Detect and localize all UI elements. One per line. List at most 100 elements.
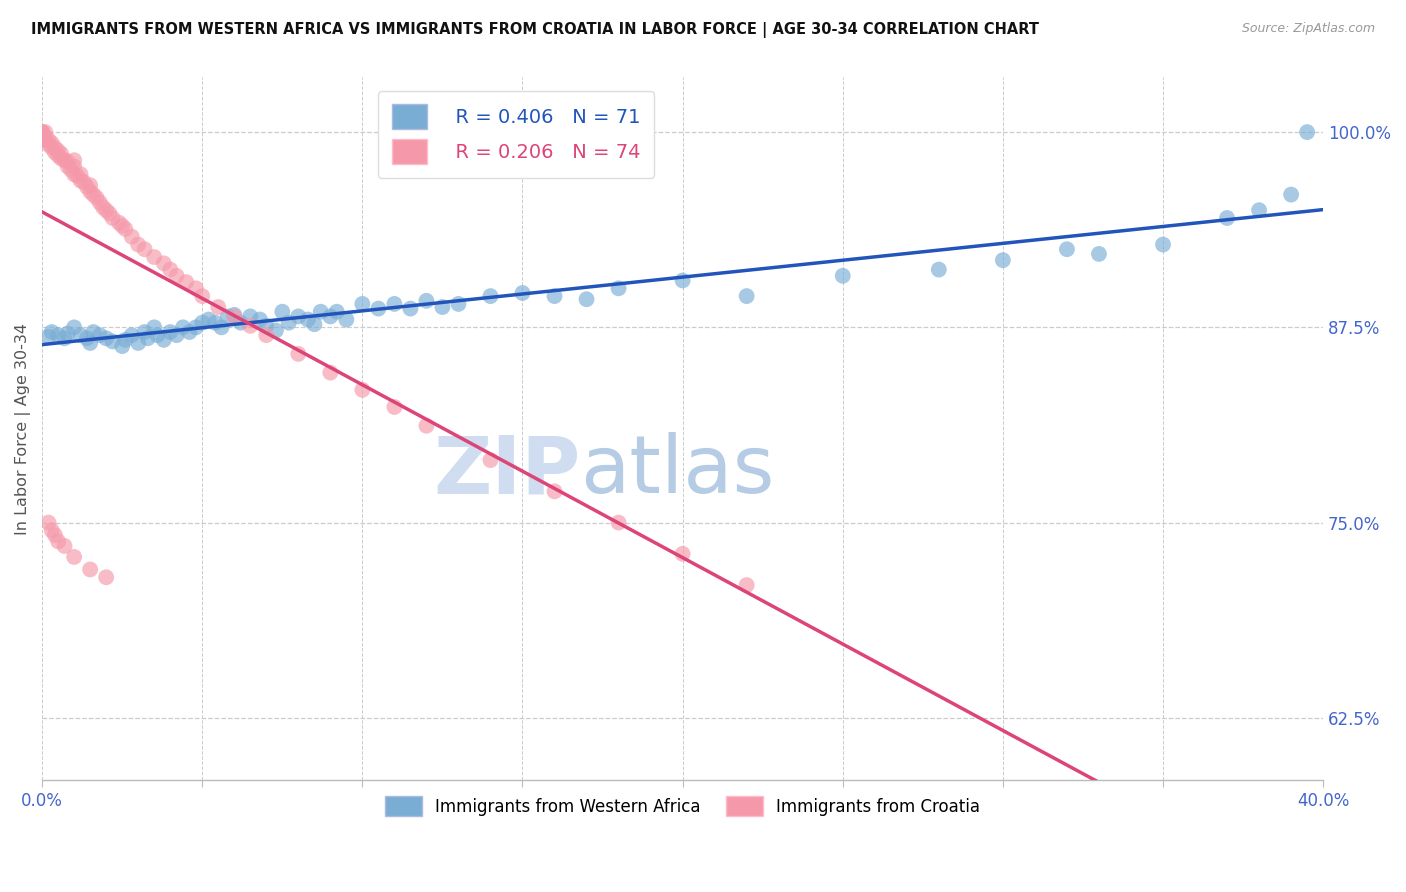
Point bbox=[153, 333, 176, 347]
Point bbox=[82, 325, 104, 339]
Point bbox=[197, 312, 219, 326]
Point bbox=[367, 301, 389, 316]
Point bbox=[53, 539, 76, 553]
Point bbox=[153, 256, 176, 270]
Point bbox=[229, 316, 252, 330]
Point bbox=[172, 320, 194, 334]
Point bbox=[239, 318, 262, 333]
Point bbox=[31, 125, 53, 139]
Text: IMMIGRANTS FROM WESTERN AFRICA VS IMMIGRANTS FROM CROATIA IN LABOR FORCE | AGE 3: IMMIGRANTS FROM WESTERN AFRICA VS IMMIGR… bbox=[31, 22, 1039, 38]
Point bbox=[1249, 203, 1271, 218]
Point bbox=[479, 453, 502, 467]
Point bbox=[1216, 211, 1239, 225]
Text: atlas: atlas bbox=[581, 432, 775, 510]
Text: Source: ZipAtlas.com: Source: ZipAtlas.com bbox=[1241, 22, 1375, 36]
Point bbox=[1152, 237, 1174, 252]
Point bbox=[41, 325, 63, 339]
Point bbox=[319, 310, 342, 324]
Point bbox=[79, 185, 101, 199]
Point bbox=[46, 144, 69, 158]
Point bbox=[136, 331, 159, 345]
Point bbox=[121, 328, 143, 343]
Point bbox=[31, 125, 53, 139]
Point bbox=[1279, 187, 1302, 202]
Point bbox=[249, 312, 271, 326]
Point bbox=[114, 333, 136, 347]
Point bbox=[79, 178, 101, 193]
Point bbox=[254, 318, 277, 333]
Point bbox=[38, 133, 60, 147]
Point bbox=[174, 275, 197, 289]
Point bbox=[38, 329, 60, 343]
Point bbox=[89, 328, 111, 343]
Point bbox=[479, 289, 502, 303]
Point bbox=[86, 191, 108, 205]
Point bbox=[53, 153, 76, 168]
Point bbox=[69, 167, 91, 181]
Point bbox=[96, 203, 118, 218]
Point bbox=[191, 289, 214, 303]
Point bbox=[672, 547, 695, 561]
Point bbox=[101, 334, 124, 349]
Point bbox=[89, 195, 111, 210]
Point bbox=[34, 133, 56, 147]
Point bbox=[76, 179, 98, 194]
Point bbox=[46, 148, 69, 162]
Point bbox=[127, 335, 149, 350]
Point bbox=[121, 229, 143, 244]
Point bbox=[184, 320, 207, 334]
Point bbox=[277, 316, 299, 330]
Point bbox=[101, 211, 124, 225]
Point bbox=[447, 297, 470, 311]
Point bbox=[211, 320, 233, 334]
Point bbox=[543, 484, 565, 499]
Point bbox=[304, 317, 326, 331]
Point bbox=[44, 145, 66, 160]
Point bbox=[217, 310, 239, 324]
Point bbox=[297, 312, 319, 326]
Point bbox=[41, 136, 63, 150]
Point bbox=[207, 300, 229, 314]
Text: ZIP: ZIP bbox=[433, 432, 581, 510]
Point bbox=[114, 222, 136, 236]
Point bbox=[134, 242, 156, 256]
Point bbox=[512, 285, 534, 300]
Point bbox=[607, 281, 630, 295]
Point bbox=[69, 328, 91, 343]
Point bbox=[63, 167, 86, 181]
Point bbox=[41, 141, 63, 155]
Point bbox=[63, 160, 86, 174]
Point bbox=[31, 125, 53, 139]
Point bbox=[384, 297, 406, 311]
Point bbox=[384, 400, 406, 414]
Point bbox=[575, 292, 598, 306]
Point bbox=[96, 331, 118, 345]
Point bbox=[69, 173, 91, 187]
Point bbox=[254, 328, 277, 343]
Point bbox=[53, 331, 76, 345]
Point bbox=[82, 187, 104, 202]
Point bbox=[1296, 125, 1319, 139]
Point bbox=[287, 347, 309, 361]
Point bbox=[415, 293, 437, 308]
Point bbox=[38, 516, 60, 530]
Point bbox=[59, 162, 82, 177]
Point bbox=[326, 304, 349, 318]
Point bbox=[111, 339, 134, 353]
Point bbox=[1088, 247, 1111, 261]
Point bbox=[287, 310, 309, 324]
Point bbox=[239, 310, 262, 324]
Point bbox=[672, 273, 695, 287]
Point bbox=[79, 562, 101, 576]
Point bbox=[79, 335, 101, 350]
Point bbox=[46, 534, 69, 549]
Point bbox=[44, 528, 66, 542]
Point bbox=[166, 268, 188, 283]
Point bbox=[224, 308, 246, 322]
Point bbox=[111, 219, 134, 233]
Point bbox=[31, 128, 53, 143]
Point bbox=[63, 320, 86, 334]
Point bbox=[735, 578, 758, 592]
Point bbox=[56, 160, 79, 174]
Point bbox=[264, 323, 287, 337]
